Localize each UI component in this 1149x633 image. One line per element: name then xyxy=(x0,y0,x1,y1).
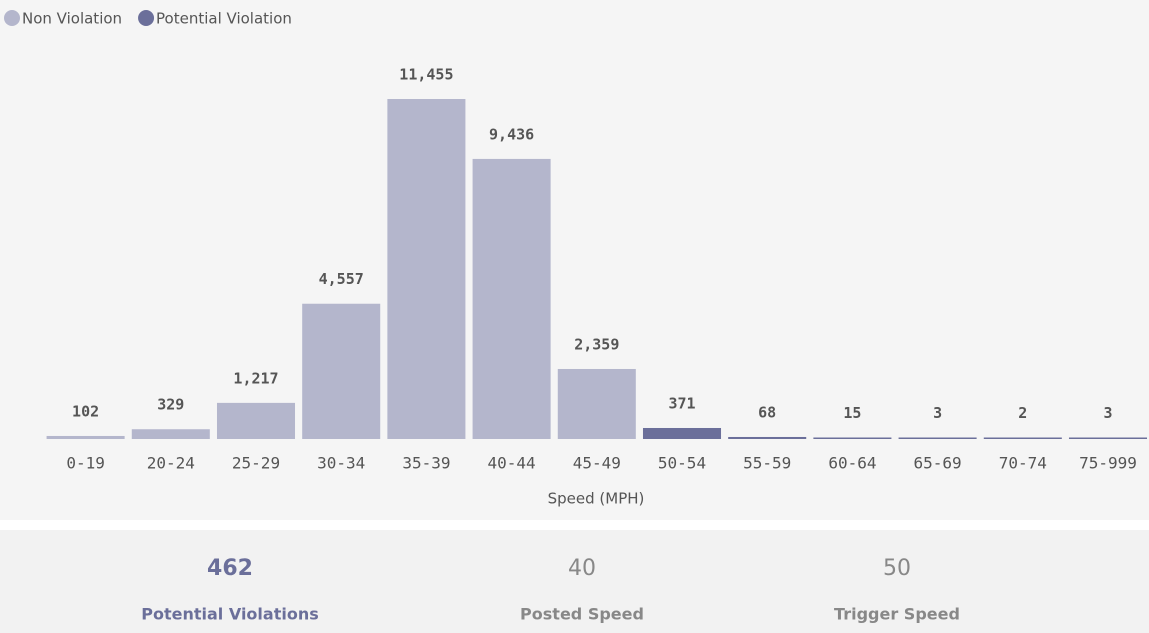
bar xyxy=(387,99,466,439)
bar xyxy=(642,427,722,439)
kpi-label: Potential Violations xyxy=(141,605,319,624)
legend-swatch xyxy=(4,10,20,26)
x-tick-label: 35-39 xyxy=(402,454,450,473)
data-label: 3 xyxy=(1103,404,1112,422)
x-tick-label: 25-29 xyxy=(232,454,280,473)
data-label: 2,359 xyxy=(574,335,619,353)
bar xyxy=(728,436,807,439)
x-tick-label: 45-49 xyxy=(573,454,621,473)
bar xyxy=(216,402,296,439)
data-label: 9,436 xyxy=(489,125,534,143)
legend-swatch xyxy=(138,10,155,26)
data-label: 102 xyxy=(72,402,99,420)
bar xyxy=(557,368,636,439)
data-label: 4,557 xyxy=(319,270,364,288)
data-label: 1,217 xyxy=(233,369,278,387)
data-label: 11,455 xyxy=(399,66,453,84)
bar xyxy=(898,437,977,439)
bar xyxy=(131,429,210,439)
x-tick-label: 75-999 xyxy=(1079,454,1137,473)
bar xyxy=(1068,437,1148,439)
x-tick-label: 70-74 xyxy=(999,454,1047,473)
bar xyxy=(302,303,381,439)
bar xyxy=(813,437,892,439)
bar xyxy=(472,158,551,439)
kpi-panel xyxy=(0,530,1149,633)
x-tick-label: 65-69 xyxy=(914,454,962,473)
kpi-value: 50 xyxy=(883,556,911,581)
legend-label: Potential Violation xyxy=(156,10,292,28)
data-label: 15 xyxy=(843,404,861,422)
x-tick-label: 20-24 xyxy=(147,454,195,473)
data-label: 371 xyxy=(668,394,695,412)
legend-label: Non Violation xyxy=(22,10,122,28)
data-label: 329 xyxy=(157,396,184,414)
x-tick-label: 55-59 xyxy=(743,454,791,473)
x-tick-label: 0-19 xyxy=(66,454,105,473)
x-tick-label: 30-34 xyxy=(317,454,365,473)
chart-background xyxy=(0,0,1149,520)
data-label: 68 xyxy=(758,403,776,421)
kpi-value: 40 xyxy=(568,556,596,581)
data-label: 3 xyxy=(933,404,942,422)
x-tick-label: 50-54 xyxy=(658,454,706,473)
x-tick-label: 40-44 xyxy=(488,454,536,473)
kpi-value: 462 xyxy=(207,556,253,581)
x-tick-label: 60-64 xyxy=(828,454,876,473)
x-axis-title: Speed (MPH) xyxy=(548,490,645,508)
data-label: 2 xyxy=(1018,404,1027,422)
bar xyxy=(983,437,1062,439)
kpi-label: Trigger Speed xyxy=(834,605,960,624)
kpi-label: Posted Speed xyxy=(520,605,644,624)
bar xyxy=(46,435,125,439)
